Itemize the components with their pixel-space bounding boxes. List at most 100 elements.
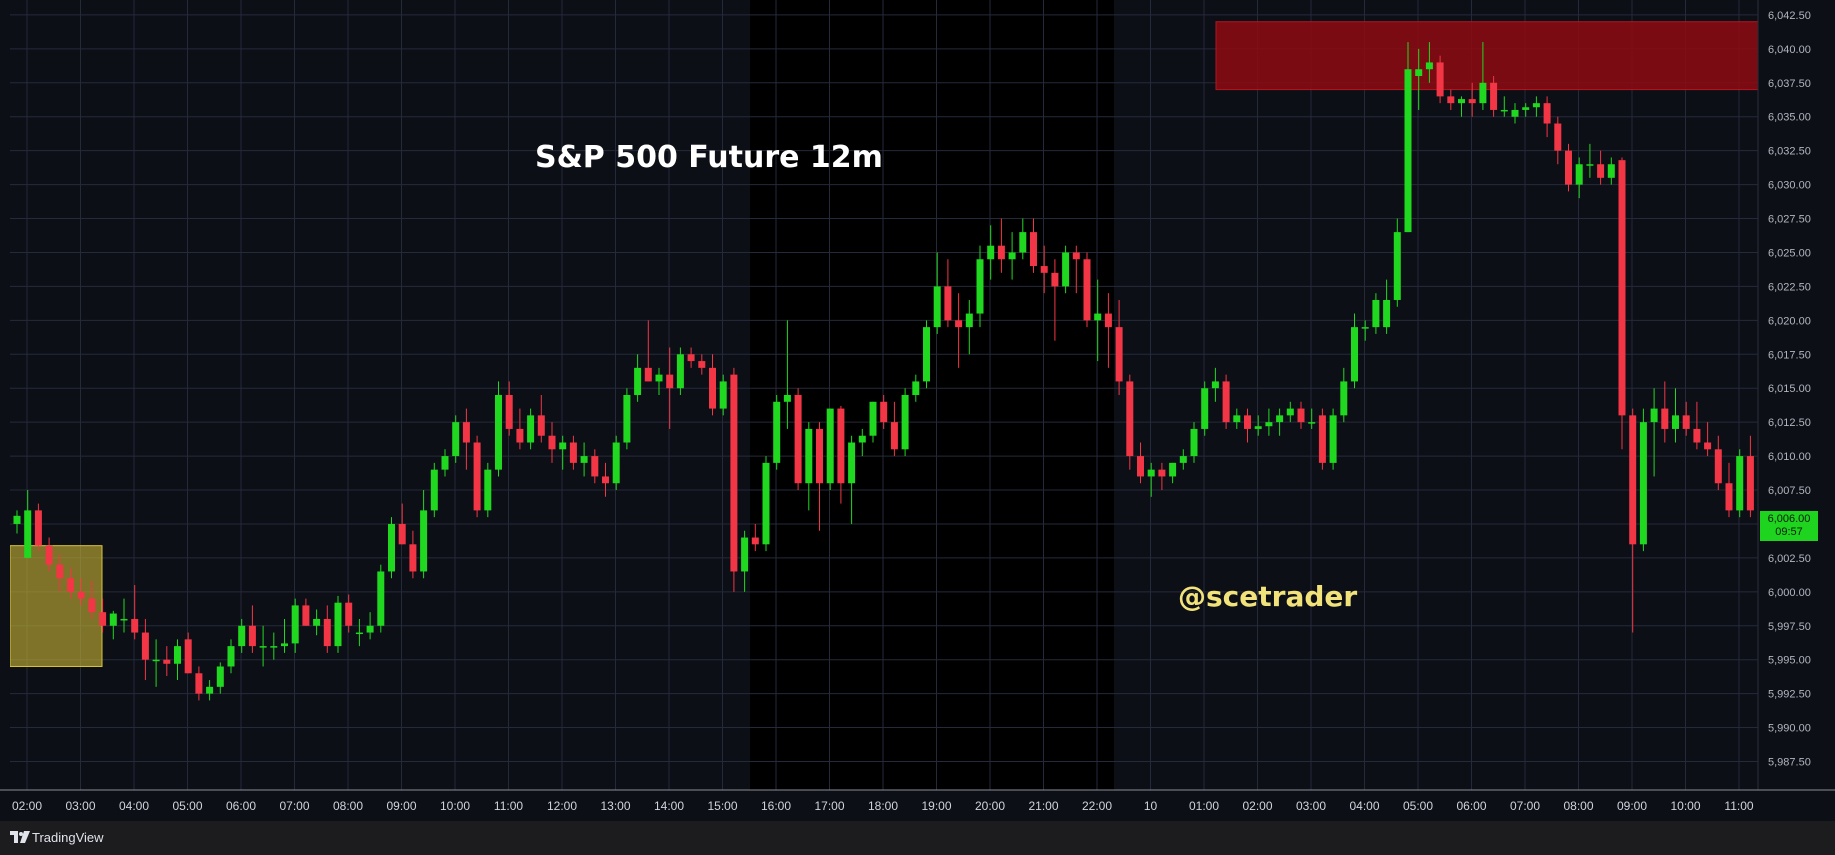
candle-body-down — [516, 428, 524, 443]
candle-body-up — [206, 686, 214, 694]
time-tick-label: 10:00 — [440, 799, 470, 813]
price-tick-label: 6,015.00 — [1768, 383, 1811, 395]
candle-body-up — [174, 646, 181, 664]
time-tick-label: 04:00 — [119, 799, 149, 813]
candle-body-up — [1286, 408, 1294, 416]
candle-body-down — [1661, 408, 1669, 429]
candle-body-down — [505, 395, 513, 429]
candle-body-up — [1650, 408, 1658, 423]
candle-body-up — [430, 469, 438, 511]
price-tick-label: 6,027.50 — [1768, 214, 1811, 226]
candle-body-up — [965, 313, 973, 328]
time-tick-label: 20:00 — [975, 799, 1005, 813]
candle-body-up — [1479, 82, 1487, 104]
candle-body-up — [355, 632, 363, 635]
candle-body-down — [569, 442, 577, 463]
time-tick-label: 10:00 — [1670, 799, 1700, 813]
time-tick-label: 11:00 — [1724, 799, 1753, 813]
time-tick-label: 03:00 — [1296, 799, 1326, 813]
bar-countdown: 09:57 — [1775, 526, 1803, 538]
candle-body-up — [1458, 99, 1465, 104]
candle-body-up — [976, 259, 984, 314]
price-axis-panel[interactable] — [1758, 0, 1835, 821]
candle-body-up — [495, 395, 502, 470]
support-zone[interactable] — [9, 545, 103, 667]
candle-body-up — [238, 625, 246, 647]
time-tick-label: 17:00 — [814, 799, 844, 813]
left-margin — [0, 0, 10, 790]
candle-body-down — [1126, 381, 1134, 457]
price-tick-label: 6,012.50 — [1768, 417, 1811, 429]
candle-body-down — [409, 544, 417, 572]
candle-body-down — [1030, 232, 1037, 267]
candle-body-up — [334, 602, 342, 647]
candle-body-down — [1543, 103, 1551, 124]
candle-body-up — [24, 510, 32, 558]
candle-body-up — [848, 442, 856, 484]
candle-body-up — [1672, 415, 1679, 429]
candle-body-up — [1340, 381, 1348, 416]
candle-body-down — [837, 408, 845, 484]
current-price-badge: 6,006.00 09:57 — [1760, 511, 1818, 541]
candle-body-up — [773, 401, 781, 463]
candle-body-down — [944, 286, 952, 321]
candle-body-down — [709, 367, 716, 409]
candle-body-down — [345, 602, 353, 626]
candle-body-up — [762, 462, 770, 545]
price-tick-label: 6,022.50 — [1768, 281, 1811, 293]
candle-body-up — [1276, 415, 1284, 423]
footer-brand-label[interactable]: TradingView — [32, 830, 104, 845]
candle-body-down — [1682, 415, 1690, 429]
candle-body-up — [1147, 469, 1155, 477]
candle-body-up — [1607, 164, 1615, 178]
candle-body-up — [1351, 327, 1358, 382]
candle-body-down — [698, 361, 706, 368]
candle-body-down — [1104, 313, 1112, 328]
candle-body-up — [270, 646, 278, 648]
candle-body-up — [109, 613, 117, 626]
time-tick-label: 09:00 — [1617, 799, 1647, 813]
time-tick-label: 07:00 — [1510, 799, 1540, 813]
candle-body-up — [1511, 109, 1519, 117]
price-tick-label: 6,002.50 — [1768, 553, 1811, 565]
candle-body-down — [1158, 469, 1166, 477]
resistance-zone[interactable] — [1215, 21, 1761, 91]
time-tick-label: 06:00 — [1456, 799, 1486, 813]
candle-body-down — [248, 625, 256, 647]
candle-body-up — [933, 286, 941, 328]
candle-body-up — [869, 401, 877, 436]
tradingview-logo-icon[interactable] — [10, 829, 30, 845]
candle-body-up — [313, 618, 321, 626]
candle-body-down — [816, 428, 823, 484]
candle-body-down — [88, 598, 96, 613]
price-axis-labels: 5,987.50 5,990.00 5,992.50 5,995.00 5,997.50… — [1768, 10, 1811, 769]
price-tick-label: 5,992.50 — [1768, 689, 1811, 701]
candle-body-up — [1372, 299, 1380, 328]
candle-body-up — [1254, 426, 1262, 429]
candle-body-up — [377, 571, 385, 626]
candle-body-down — [1436, 62, 1444, 97]
candle-body-up — [719, 381, 727, 409]
candle-body-down — [99, 612, 107, 626]
candle-body-up — [216, 666, 224, 687]
price-tick-label: 6,032.50 — [1768, 146, 1811, 158]
time-axis-panel[interactable] — [0, 790, 1835, 821]
candle-body-down — [163, 659, 171, 664]
time-tick-label: 14:00 — [654, 799, 684, 813]
candle-body-down — [548, 435, 556, 450]
candle-body-down — [56, 564, 64, 579]
chart-title: S&P 500 Future 12m — [535, 140, 883, 175]
candle-body-down — [398, 523, 406, 545]
candle-body-down — [794, 395, 802, 484]
price-tick-label: 5,995.00 — [1768, 655, 1811, 667]
candle-body-down — [1468, 99, 1476, 104]
candle-body-up — [120, 618, 128, 621]
candle-body-up — [1329, 415, 1337, 463]
time-axis-labels: 02:00 03:00 04:00 05:00 06:00 07:00 08:00 09:00… — [12, 799, 1754, 813]
price-tick-label: 6,040.00 — [1768, 44, 1811, 56]
candle-body-up — [1233, 415, 1241, 423]
candle-body-up — [559, 442, 567, 450]
candle-body-up — [783, 395, 791, 402]
candle-body-up — [1361, 327, 1369, 329]
